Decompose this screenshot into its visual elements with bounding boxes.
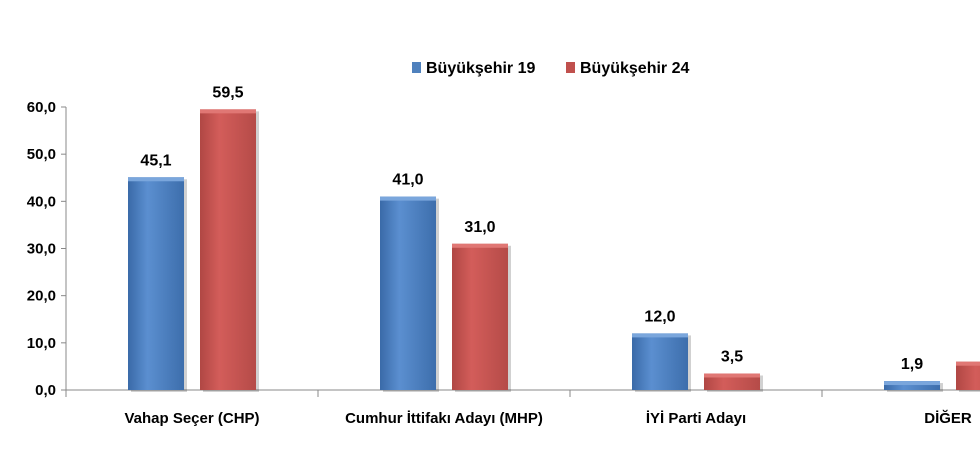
x-category-label: Vahap Seçer (CHP) (124, 410, 259, 427)
bar-top-highlight (128, 177, 184, 181)
data-label: 45,1 (140, 152, 171, 169)
legend-swatch (412, 62, 421, 73)
y-tick-label: 20,0 (27, 288, 56, 305)
data-label: 1,9 (901, 356, 923, 373)
bar-top-highlight (632, 333, 688, 337)
data-label: 3,5 (721, 348, 743, 365)
y-tick-label: 50,0 (27, 146, 56, 163)
data-label: 31,0 (464, 219, 495, 236)
data-label: 41,0 (392, 172, 423, 189)
bar-buyuksehir-24 (452, 244, 508, 390)
bar-top-highlight (956, 362, 980, 366)
bar-buyuksehir-19 (632, 333, 688, 390)
legend-label: Büyükşehir 24 (580, 60, 689, 77)
legend: Büyükşehir 19 Büyükşehir 24 (412, 60, 689, 77)
bar-top-highlight (452, 244, 508, 248)
bar-top-highlight (380, 197, 436, 201)
data-label: 12,0 (644, 308, 675, 325)
legend-swatch (566, 62, 575, 73)
bars-group (128, 109, 980, 392)
y-tick-label: 40,0 (27, 193, 56, 210)
bar-top-highlight (200, 109, 256, 113)
y-tick-label: 0,0 (35, 382, 56, 399)
y-tick-label: 30,0 (27, 241, 56, 258)
bar-buyuksehir-24 (200, 109, 256, 390)
x-category-label: İYİ Parti Adayı (646, 410, 746, 427)
bar-buyuksehir-19 (128, 177, 184, 390)
y-tick-label: 60,0 (27, 99, 56, 116)
legend-label: Büyükşehir 19 (426, 60, 535, 77)
bar-top-highlight (884, 381, 940, 385)
data-label: 59,5 (212, 84, 243, 101)
bar-buyuksehir-24 (956, 362, 980, 390)
x-category-label: Cumhur İttifakı Adayı (MHP) (345, 410, 543, 427)
data-labels-group: 45,159,541,031,012,03,51,96 (140, 84, 980, 373)
bar-top-highlight (704, 373, 760, 377)
y-tick-label: 10,0 (27, 335, 56, 352)
x-category-label: DİĞER (924, 409, 972, 427)
bar-buyuksehir-19 (380, 197, 436, 390)
